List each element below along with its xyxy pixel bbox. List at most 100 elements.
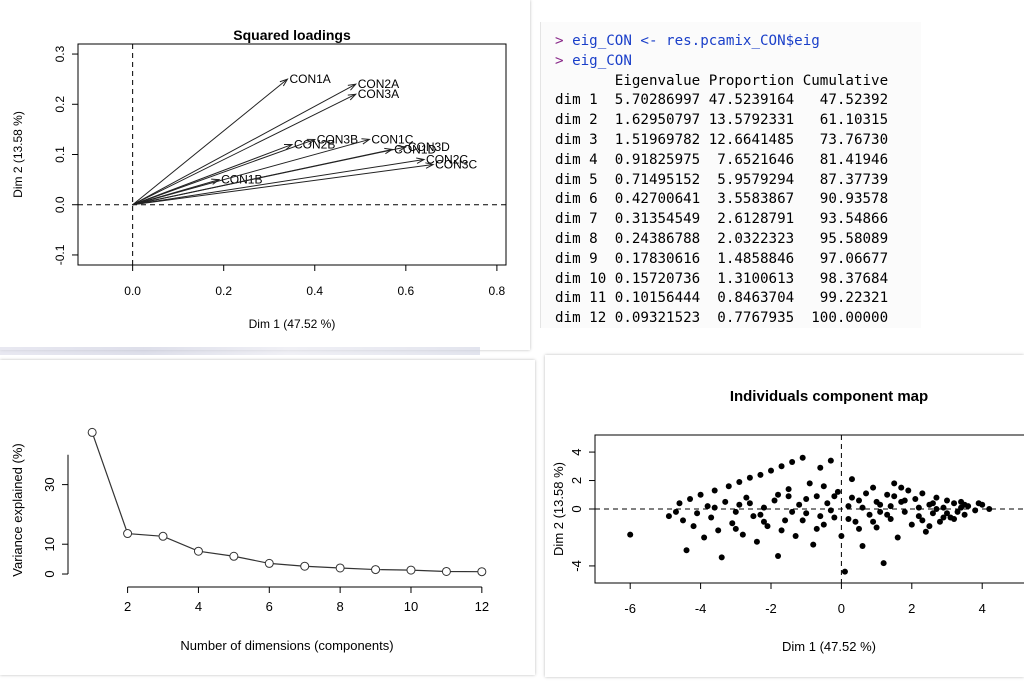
individual-point: [856, 525, 862, 532]
individual-point: [891, 493, 898, 500]
console-prompt: >: [555, 52, 573, 69]
x-axis-label: Dim 1 (47.52 %): [249, 317, 336, 331]
individual-point: [704, 503, 711, 510]
individual-point: [972, 507, 979, 514]
x-tick-label: 0.6: [397, 284, 414, 298]
loading-arrow: [132, 93, 356, 206]
x-tick-label: 4: [195, 599, 202, 614]
individual-point: [680, 517, 686, 524]
y-tick-label: -0.1: [53, 244, 67, 265]
individual-point: [891, 480, 898, 487]
loading-label: CON3C: [435, 158, 477, 172]
individual-point: [887, 515, 894, 522]
individual-point: [894, 534, 901, 541]
individual-point: [725, 483, 732, 490]
individual-point: [768, 467, 774, 474]
arrow-head: [347, 93, 358, 101]
individual-point: [778, 463, 785, 470]
individual-point: [901, 508, 908, 515]
individual-point: [841, 568, 848, 575]
y-tick-label: 0.2: [53, 96, 67, 113]
individual-point: [718, 554, 725, 561]
individual-point: [954, 508, 961, 515]
individual-point: [887, 503, 894, 510]
individual-point: [922, 528, 929, 535]
individual-point: [785, 486, 792, 493]
individual-point: [753, 538, 760, 545]
individual-point: [961, 511, 968, 518]
individual-point: [757, 511, 764, 518]
console-command: eig_CON: [572, 52, 632, 69]
individual-point: [831, 493, 838, 500]
individual-point: [944, 497, 950, 504]
individual-point: [838, 533, 845, 540]
console-table-row: dim 7 0.31354549 2.6128791 93.54866: [555, 211, 889, 228]
x-axis-label: Dim 1 (47.52 %): [782, 639, 876, 654]
individual-point: [732, 508, 739, 515]
individual-point: [933, 506, 940, 512]
individual-point: [701, 534, 708, 541]
loading-arrow: [132, 159, 425, 206]
y-tick-label: 4: [569, 448, 584, 455]
individual-point: [810, 541, 817, 548]
loading-label: CON1B: [221, 173, 262, 187]
individuals-map-chart: Individuals component map-6 -4 -2 0 2 4-4024D…: [551, 388, 1024, 654]
individual-point: [799, 517, 806, 524]
individual-point: [933, 494, 940, 501]
console-table-row: dim 2 1.62950797 13.5792331 61.10315: [555, 112, 889, 129]
individual-point: [831, 514, 838, 521]
squared-loadings-panel: Squared loadings 0.0 0.2 0.4 0.6 0.8 -0.1 0.0 0.…: [0, 0, 530, 350]
arrow-head: [361, 138, 371, 145]
individual-point: [665, 513, 672, 520]
console-table-header: Eigenvalue Proportion Cumulative: [555, 72, 889, 89]
individual-point: [905, 487, 912, 494]
scree-plot-chart: 2 4 6 8 10 12 0 10 30 Number of dimensions (compo…: [10, 427, 489, 653]
individual-point: [845, 503, 852, 510]
individual-point: [870, 484, 877, 491]
blurred-caption-strip: [0, 347, 480, 355]
x-tick-label: 0.4: [306, 284, 323, 298]
scree-point: [300, 561, 310, 571]
scree-point: [229, 551, 239, 561]
scree-point: [123, 529, 133, 539]
console-table-row: dim 4 0.91825975 7.6521646 81.41946: [555, 151, 889, 168]
individual-point: [715, 527, 722, 534]
individual-point: [785, 493, 792, 500]
arrow-head: [283, 143, 294, 151]
scree-point: [87, 427, 97, 437]
individual-point: [803, 496, 810, 503]
loading-label: CON3D: [408, 140, 450, 154]
console-table-row: dim 5 0.71495152 5.9579294 87.37739: [555, 171, 889, 188]
individual-point: [799, 454, 806, 461]
individual-point: [771, 497, 778, 504]
individual-point: [722, 498, 729, 505]
x-tick-label: 2: [124, 599, 131, 614]
individual-point: [929, 500, 936, 507]
x-tick-label: 10: [404, 599, 418, 614]
individual-point: [729, 520, 736, 527]
individual-point: [746, 500, 753, 507]
x-tick-label: -2: [765, 601, 777, 616]
individual-point: [859, 543, 866, 549]
individual-point: [859, 504, 866, 511]
individual-point: [764, 523, 771, 530]
individual-point: [760, 504, 767, 511]
scree-point: [477, 567, 487, 577]
x-tick-label: 0.2: [215, 284, 232, 298]
individual-point: [789, 508, 796, 515]
individual-point: [803, 510, 810, 517]
individual-point: [866, 511, 873, 518]
loading-arrow: [132, 138, 370, 206]
loading-label: CON3A: [358, 87, 399, 101]
individual-point: [743, 494, 750, 501]
individual-point: [919, 490, 926, 497]
console-prompt: >: [555, 33, 573, 49]
y-tick-label: 0: [569, 505, 584, 512]
individual-point: [627, 531, 634, 538]
scree-line: [91, 432, 482, 573]
scree-point: [441, 566, 451, 576]
scree-point: [371, 565, 381, 575]
arrow-head: [416, 157, 426, 164]
x-tick-label: 4: [979, 601, 986, 616]
loading-label: CON1C: [371, 132, 413, 146]
